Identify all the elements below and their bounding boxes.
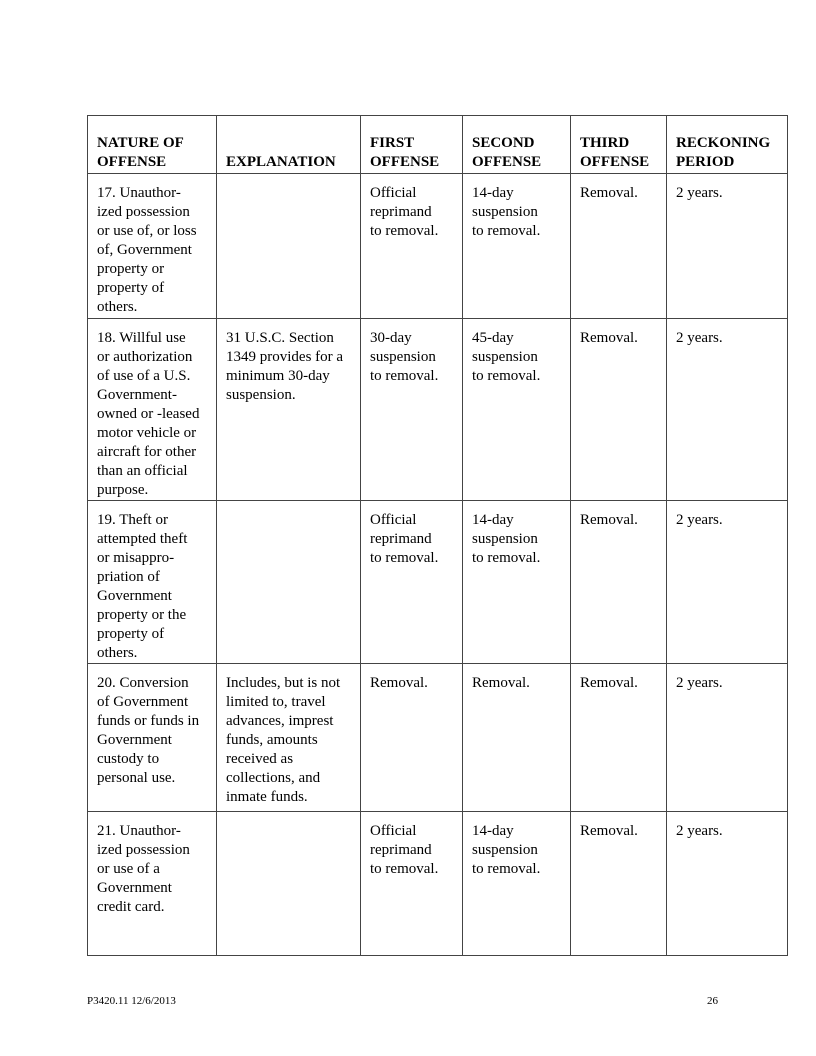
cell-third: Removal. [570, 811, 667, 956]
table-row: 17. Unauthor- ized possession or use of,… [87, 173, 788, 319]
cell-second: 14-day suspension to removal. [462, 811, 571, 956]
table-row: 20. Conversion of Government funds or fu… [87, 663, 788, 812]
cell-third: Removal. [570, 663, 667, 812]
header-second: SECOND OFFENSE [462, 115, 571, 174]
header-first: FIRST OFFENSE [360, 115, 463, 174]
offense-table: NATURE OF OFFENSE EXPLANATION FIRST OFFE… [87, 115, 788, 956]
cell-nature: 20. Conversion of Government funds or fu… [87, 663, 217, 812]
cell-explanation: Includes, but is not limited to, travel … [216, 663, 361, 812]
cell-first: Removal. [360, 663, 463, 812]
cell-second: 45-day suspension to removal. [462, 318, 571, 501]
cell-first: 30-day suspension to removal. [360, 318, 463, 501]
header-nature: NATURE OF OFFENSE [87, 115, 217, 174]
cell-first: Official reprimand to removal. [360, 811, 463, 956]
cell-second: 14-day suspension to removal. [462, 173, 571, 319]
table-row: 21. Unauthor- ized possession or use of … [87, 811, 788, 956]
header-row: NATURE OF OFFENSE EXPLANATION FIRST OFFE… [87, 115, 788, 174]
cell-third: Removal. [570, 318, 667, 501]
table-row: 18. Willful use or authorization of use … [87, 318, 788, 501]
cell-explanation [216, 811, 361, 956]
cell-reckoning: 2 years. [666, 500, 788, 664]
cell-reckoning: 2 years. [666, 811, 788, 956]
cell-first: Official reprimand to removal. [360, 500, 463, 664]
cell-nature: 19. Theft or attempted theft or misappro… [87, 500, 217, 664]
cell-third: Removal. [570, 500, 667, 664]
footer-doc-id: P3420.11 12/6/2013 [87, 995, 176, 1007]
cell-second: Removal. [462, 663, 571, 812]
cell-third: Removal. [570, 173, 667, 319]
cell-nature: 17. Unauthor- ized possession or use of,… [87, 173, 217, 319]
cell-explanation: 31 U.S.C. Section 1349 provides for a mi… [216, 318, 361, 501]
cell-nature: 21. Unauthor- ized possession or use of … [87, 811, 217, 956]
cell-reckoning: 2 years. [666, 318, 788, 501]
header-third: THIRD OFFENSE [570, 115, 667, 174]
table-row: 19. Theft or attempted theft or misappro… [87, 500, 788, 664]
cell-first: Official reprimand to removal. [360, 173, 463, 319]
cell-second: 14-day suspension to removal. [462, 500, 571, 664]
page-number: 26 [707, 995, 718, 1007]
cell-reckoning: 2 years. [666, 173, 788, 319]
header-explanation: EXPLANATION [216, 115, 361, 174]
cell-nature: 18. Willful use or authorization of use … [87, 318, 217, 501]
cell-reckoning: 2 years. [666, 663, 788, 812]
header-reckoning: RECKONING PERIOD [666, 115, 788, 174]
cell-explanation [216, 500, 361, 664]
cell-explanation [216, 173, 361, 319]
